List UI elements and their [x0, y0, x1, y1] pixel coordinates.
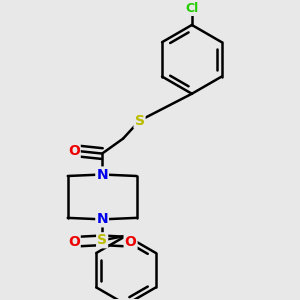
Text: N: N	[96, 167, 108, 182]
Text: S: S	[134, 114, 145, 128]
Text: Cl: Cl	[185, 2, 199, 15]
Text: N: N	[96, 212, 108, 226]
Text: S: S	[97, 233, 107, 247]
Text: O: O	[124, 235, 136, 249]
Text: O: O	[68, 144, 80, 158]
Text: O: O	[68, 235, 80, 249]
